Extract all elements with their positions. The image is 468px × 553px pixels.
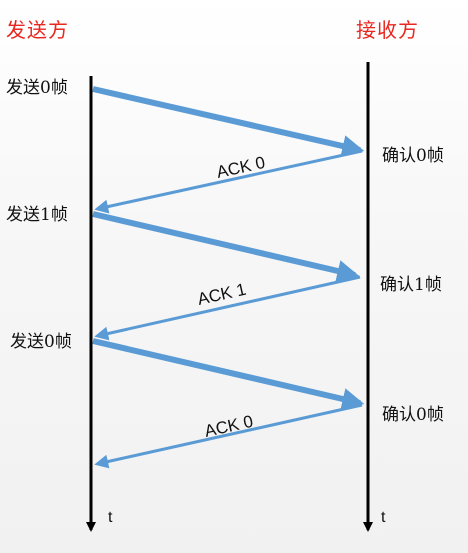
receiver-event-1: 确认0帧 [382,146,444,166]
receiver-time-label: t [381,509,386,526]
receiver-title: 接收方 [356,18,419,42]
frame-arrow-2 [92,211,360,282]
ack-arrow-2 [94,275,361,341]
receiver-event-3: 确认0帧 [382,405,444,425]
sender-event-3: 发送0帧 [10,332,72,352]
sender-title: 发送方 [6,18,69,42]
sender-time-label: t [108,509,113,526]
frame-arrow-3 [92,338,365,410]
sender-event-1: 发送0帧 [6,78,68,98]
receiver-event-2: 确认1帧 [380,275,442,295]
ack-label-3: ACK 0 [203,412,255,441]
frame-arrow-1 [92,86,365,157]
ack-arrow-3 [94,403,363,469]
sender-event-2: 发送1帧 [6,205,68,225]
ack-arrow-1 [94,149,363,214]
